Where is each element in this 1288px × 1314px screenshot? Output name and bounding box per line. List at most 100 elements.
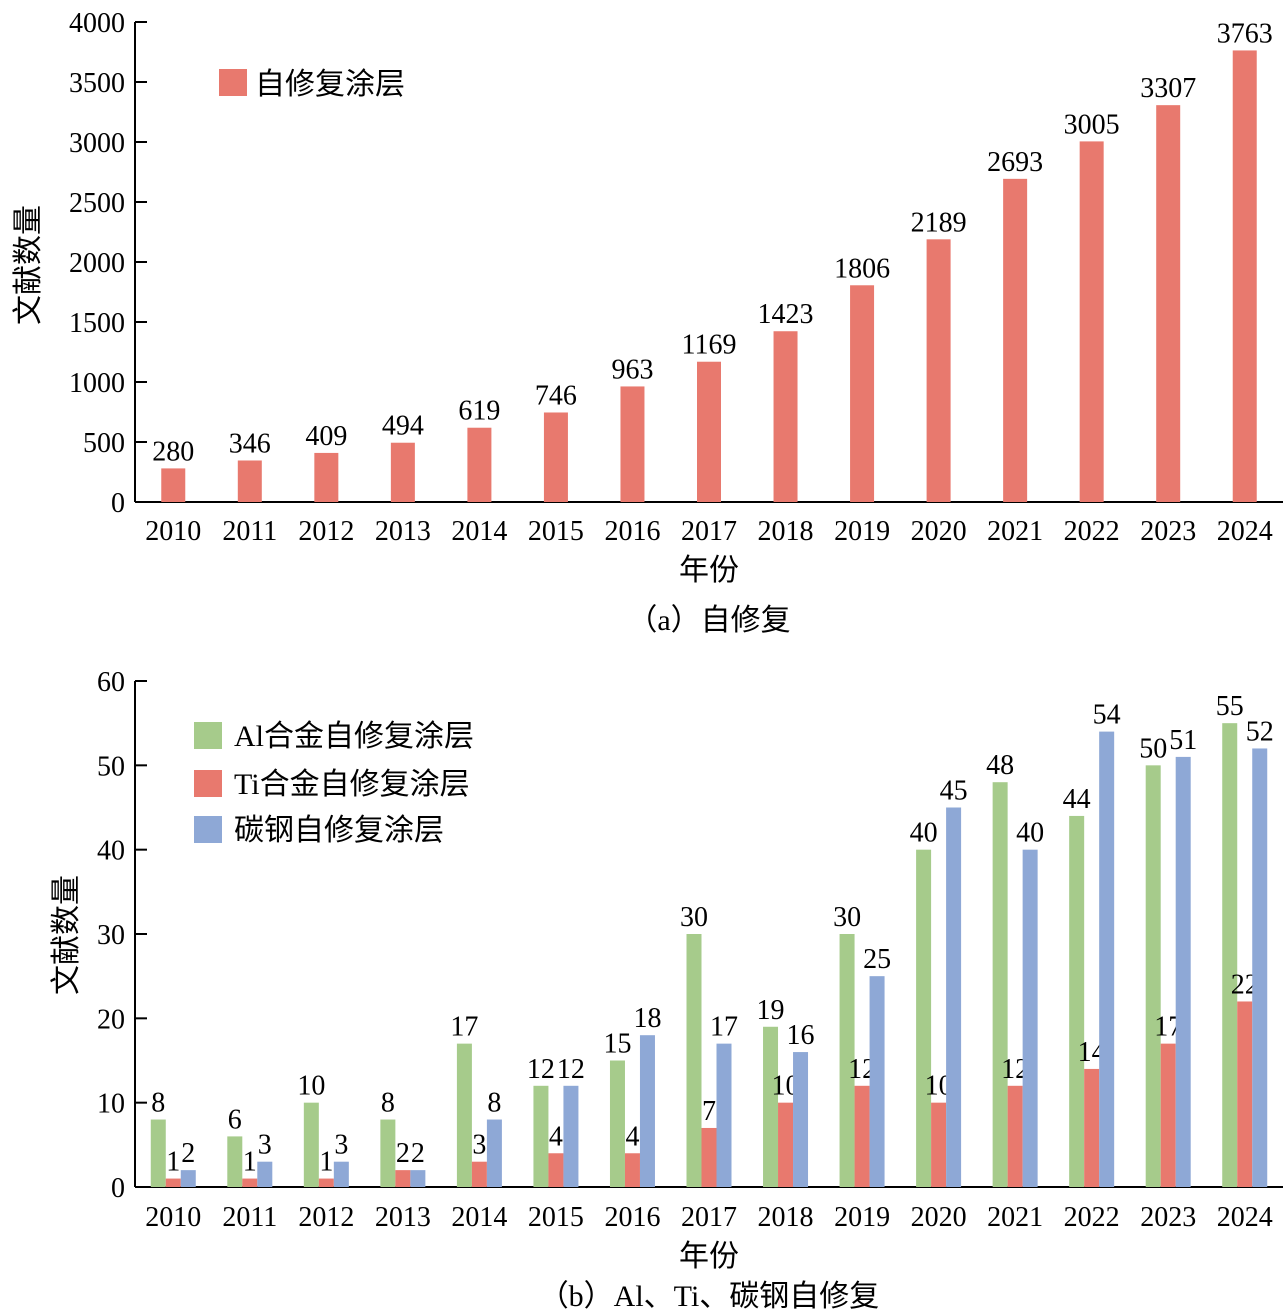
bar-2011-s2 xyxy=(257,1161,273,1187)
y-tick-label: 0 xyxy=(111,488,125,519)
bar-2016-s2 xyxy=(639,1035,655,1187)
legend-label: 碳钢自修复涂层 xyxy=(234,814,444,847)
bar-2012-s2 xyxy=(333,1161,349,1187)
legend-swatch xyxy=(194,770,222,797)
data-label: 50 xyxy=(1139,733,1167,764)
bar-2013-s0 xyxy=(390,442,415,502)
data-label: 2189 xyxy=(911,207,967,238)
bar-2018-s2 xyxy=(793,1052,809,1187)
y-tick-label: 3000 xyxy=(69,128,125,159)
data-label: 1169 xyxy=(682,330,737,361)
data-label: 54 xyxy=(1093,700,1121,731)
bar-2018-s1 xyxy=(778,1102,794,1187)
y-tick-label: 2000 xyxy=(69,248,125,279)
data-label: 48 xyxy=(986,750,1014,781)
data-label: 17 xyxy=(710,1012,738,1043)
bar-2017-s0 xyxy=(686,934,702,1187)
x-tick-label: 2019 xyxy=(834,1202,890,1233)
bar-2010-s0 xyxy=(150,1119,166,1187)
bar-2017-s1 xyxy=(701,1127,717,1187)
bar-2023-s2 xyxy=(1175,756,1191,1187)
data-label: 2 xyxy=(411,1138,425,1169)
bar-2020-s2 xyxy=(946,807,962,1187)
data-label: 40 xyxy=(910,818,938,849)
x-tick-label: 2015 xyxy=(528,516,584,547)
x-tick-label: 2020 xyxy=(911,516,967,547)
data-label: 8 xyxy=(381,1088,395,1119)
y-tick-label: 3500 xyxy=(69,68,125,99)
data-label: 746 xyxy=(535,380,577,411)
data-label: 2693 xyxy=(987,147,1043,178)
bar-2013-s1 xyxy=(395,1170,411,1187)
x-tick-label: 2022 xyxy=(1064,1202,1120,1233)
data-label: 1423 xyxy=(758,299,814,330)
chart-a: 0 500 1000 1500 2000 2500 3000 3500 4000 2010 2011… xyxy=(12,8,1283,637)
x-tick-label: 2023 xyxy=(1140,1202,1196,1233)
y-tick-label: 500 xyxy=(83,428,125,459)
bar-2022-s1 xyxy=(1084,1068,1100,1187)
bar-2012-s1 xyxy=(318,1178,334,1187)
data-label: 3307 xyxy=(1140,73,1196,104)
bar-2016-s0 xyxy=(609,1060,625,1187)
data-label: 52 xyxy=(1246,716,1274,747)
x-tick-label: 2022 xyxy=(1064,516,1120,547)
data-label: 44 xyxy=(1063,784,1091,815)
bar-2014-s0 xyxy=(456,1043,472,1187)
bar-2021-s0 xyxy=(992,782,1008,1187)
bar-2013-s0 xyxy=(380,1119,396,1187)
bar-2017-s2 xyxy=(716,1043,732,1187)
x-tick-label: 2021 xyxy=(987,516,1043,547)
bar-2016-s1 xyxy=(624,1153,640,1187)
bar-2019-s0 xyxy=(850,285,875,502)
bar-2024-s0 xyxy=(1222,723,1238,1187)
data-label: 10 xyxy=(297,1071,325,1102)
data-label: 25 xyxy=(863,944,891,975)
bar-2017-s0 xyxy=(697,361,721,502)
data-label: 1 xyxy=(166,1147,180,1178)
x-tick-label: 2013 xyxy=(375,1202,431,1233)
data-label: 19 xyxy=(757,995,785,1026)
bar-2011-s1 xyxy=(242,1178,258,1187)
data-label: 1 xyxy=(319,1147,333,1178)
x-tick-label: 2023 xyxy=(1140,516,1196,547)
bar-2014-s0 xyxy=(467,427,492,502)
bar-2021-s2 xyxy=(1022,849,1038,1187)
bar-2024-s1 xyxy=(1237,1001,1253,1187)
x-tick-label: 2012 xyxy=(298,1202,354,1233)
bar-2013-s2 xyxy=(410,1170,426,1187)
data-label: 12 xyxy=(527,1054,555,1085)
x-tick-label: 2013 xyxy=(375,516,431,547)
x-tick-label: 2017 xyxy=(681,1202,737,1233)
data-label: 494 xyxy=(382,411,424,442)
data-label: 17 xyxy=(450,1012,478,1043)
bar-2011-s0 xyxy=(227,1136,243,1187)
data-label: 30 xyxy=(680,902,708,933)
x-tick-label: 2018 xyxy=(758,516,814,547)
data-label: 40 xyxy=(1016,818,1044,849)
data-label: 346 xyxy=(229,428,271,459)
bar-2014-s1 xyxy=(471,1161,487,1187)
data-label: 6 xyxy=(228,1104,242,1135)
data-label: 1 xyxy=(243,1147,257,1178)
bar-2016-s0 xyxy=(620,386,645,502)
bar-2015-s2 xyxy=(563,1085,579,1187)
x-tick-label: 2017 xyxy=(681,516,737,547)
data-label: 51 xyxy=(1169,725,1197,756)
y-tick-label: 1000 xyxy=(69,368,125,399)
x-axis-title: 年份 xyxy=(679,1240,739,1273)
bar-2024-s0 xyxy=(1232,50,1257,502)
data-label: 2 xyxy=(396,1138,410,1169)
x-tick-label: 2012 xyxy=(298,516,354,547)
bar-2015-s0 xyxy=(543,412,568,502)
bar-2010-s2 xyxy=(180,1170,196,1187)
data-label: 7 xyxy=(702,1096,716,1127)
data-label: 8 xyxy=(151,1088,165,1119)
chart-b: 0 10 20 30 40 50 60 2010 2011 2012 2013 2014 2015 201… xyxy=(50,667,1283,1313)
y-tick-label: 40 xyxy=(97,836,125,867)
y-axis-title: 文献数量 xyxy=(12,205,45,325)
x-tick-label: 2011 xyxy=(222,1202,277,1233)
bar-2020-s0 xyxy=(916,849,932,1187)
x-tick-label: 2011 xyxy=(222,516,277,547)
y-tick-label: 0 xyxy=(111,1173,125,1204)
bar-2011-s0 xyxy=(237,460,262,502)
